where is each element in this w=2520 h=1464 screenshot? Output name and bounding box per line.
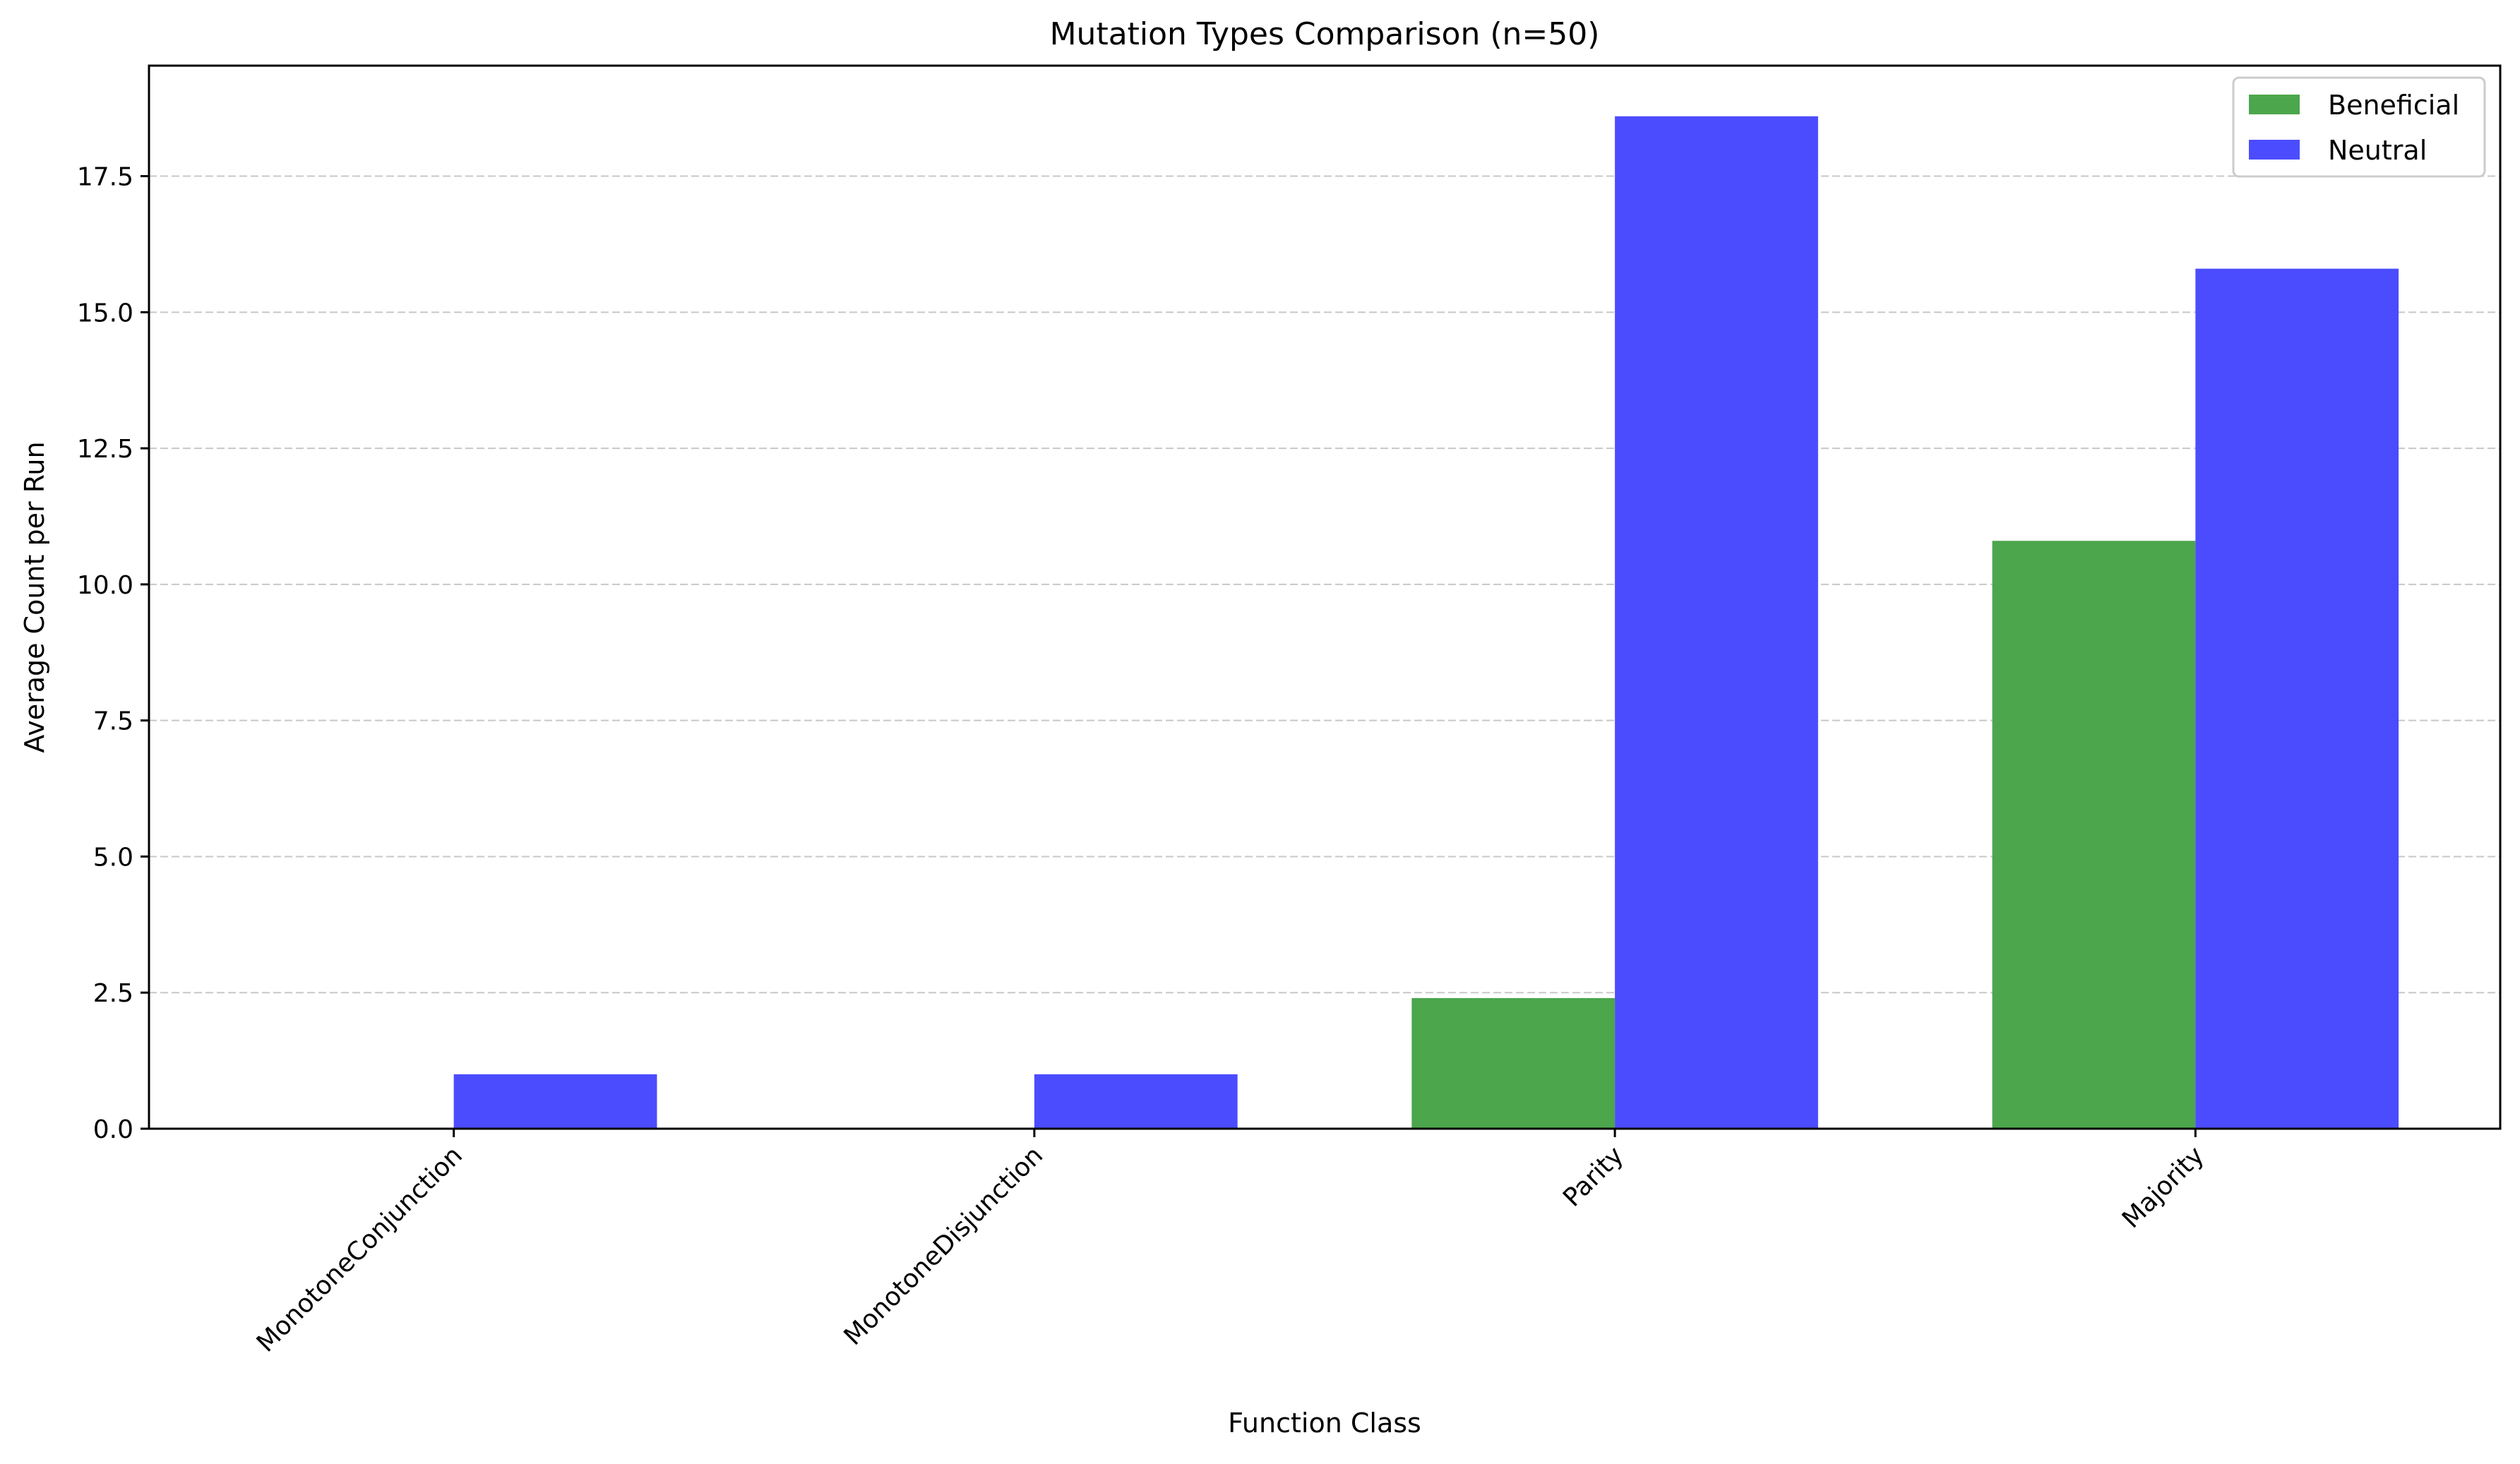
bar-neutral-majority bbox=[2195, 268, 2399, 1129]
plot-frame bbox=[148, 64, 2502, 1130]
legend-label-beneficial: Beneficial bbox=[2328, 90, 2459, 121]
y-tick-label: 0.0 bbox=[93, 1115, 133, 1144]
legend-swatch-neutral bbox=[2249, 140, 2300, 160]
y-tick-label: 12.5 bbox=[77, 435, 133, 464]
grid-layer bbox=[149, 175, 2500, 994]
legend-label-neutral: Neutral bbox=[2328, 135, 2427, 166]
bar-layer bbox=[453, 116, 2399, 1129]
y-tick-label: 10.0 bbox=[77, 571, 133, 600]
bar-neutral-parity bbox=[1615, 116, 1818, 1129]
bar-neutral-monotonedisjunction bbox=[1034, 1074, 1238, 1129]
legend-swatch-beneficial bbox=[2249, 95, 2300, 114]
y-tick-label: 5.0 bbox=[93, 843, 133, 872]
x-axis-label: Function Class bbox=[1228, 1408, 1421, 1439]
chart-title: Mutation Types Comparison (n=50) bbox=[1050, 16, 1600, 52]
bar-beneficial-majority bbox=[1992, 541, 2196, 1129]
y-tick-label: 15.0 bbox=[77, 299, 133, 328]
bar-beneficial-parity bbox=[1411, 997, 1616, 1129]
y-tick-label: 17.5 bbox=[77, 163, 133, 192]
legend: Beneficial Neutral bbox=[2232, 76, 2486, 178]
y-tick-label: 7.5 bbox=[93, 707, 133, 736]
y-tick-label: 2.5 bbox=[93, 979, 133, 1008]
y-axis-label: Average Count per Run bbox=[19, 441, 50, 752]
bar-neutral-monotoneconjunction bbox=[453, 1074, 657, 1129]
